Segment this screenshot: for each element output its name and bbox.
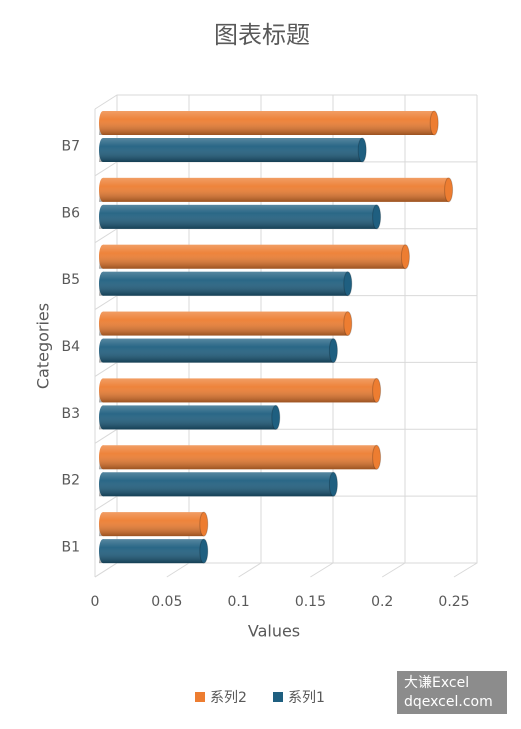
bar-shade [99, 111, 435, 135]
grid-line [238, 95, 262, 578]
legend-swatch [195, 692, 205, 702]
y-tick-label: B6 [61, 205, 80, 221]
bar-shade [99, 338, 334, 363]
y-tick-label: B2 [61, 473, 80, 489]
grid-line [381, 95, 406, 578]
legend-label: 系列1 [288, 690, 325, 706]
wall-line [94, 228, 477, 244]
bar-cap [199, 538, 209, 564]
chart-title: 图表标题 [214, 21, 310, 49]
bar-cap [328, 471, 338, 497]
wall-line [94, 295, 477, 310]
legend-swatch [273, 692, 283, 702]
wall-line [94, 161, 477, 177]
grid-line [166, 95, 190, 578]
bar-cap [328, 338, 338, 364]
y-tick-label: B5 [61, 272, 80, 288]
bar-shade [99, 539, 204, 564]
bar-shade [99, 138, 363, 162]
x-axis-title: Values [248, 622, 300, 641]
bar-shade [99, 311, 348, 336]
y-axis-title: Categories [34, 303, 53, 389]
x-tick-label: 0.15 [295, 594, 326, 610]
bar-shade [99, 405, 276, 430]
wall-line [94, 562, 477, 578]
y-tick-label: B4 [61, 339, 80, 355]
watermark: dqexcel.com [404, 694, 493, 710]
y-tick-label: B1 [61, 540, 80, 556]
bar-shade [99, 512, 204, 537]
x-tick-label: 0 [91, 594, 100, 610]
bar-cap [429, 110, 439, 136]
y-tick-label: B3 [61, 406, 80, 422]
bar-cap [357, 137, 367, 163]
bar-shade [99, 177, 449, 202]
bar-shade [99, 204, 377, 229]
grid-line [94, 95, 118, 578]
bar-cap [372, 377, 382, 403]
grid-line [453, 95, 478, 578]
bar-shade [99, 378, 377, 403]
bar-cap [199, 511, 209, 537]
bar-cap [400, 244, 410, 270]
x-tick-label: 0.2 [371, 594, 393, 610]
grid-line [310, 95, 334, 578]
x-tick-label: 0.05 [151, 594, 182, 610]
bar-cap [271, 404, 281, 430]
wall-line [94, 495, 477, 511]
bar-cap [372, 444, 382, 470]
bar-shade [99, 445, 377, 470]
bar-cap [372, 204, 382, 230]
watermark: 大谦Excel [404, 675, 469, 691]
bar-shade [99, 271, 348, 296]
bar-cap [343, 311, 353, 337]
bar-shade [99, 472, 334, 497]
x-tick-label: 0.25 [438, 594, 469, 610]
wall-line [94, 428, 477, 444]
watermark-box [397, 671, 507, 714]
bar-cap [343, 271, 353, 297]
wall-line [94, 94, 477, 110]
bar-cap [444, 177, 454, 203]
y-tick-label: B7 [61, 138, 80, 154]
legend-label: 系列2 [210, 690, 247, 706]
bar-shade [99, 244, 406, 269]
x-tick-label: 0.1 [227, 594, 249, 610]
wall-line [94, 361, 477, 377]
